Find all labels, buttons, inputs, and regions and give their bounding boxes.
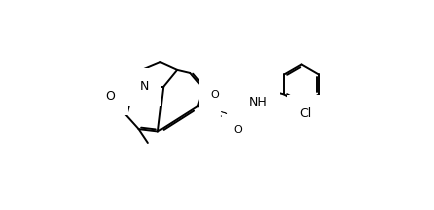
Text: O: O [105,89,115,102]
Text: N: N [139,80,148,93]
Text: O: O [233,125,242,135]
Text: O: O [210,90,219,100]
Text: Cl: Cl [299,107,311,120]
Text: NH: NH [248,96,267,109]
Text: S: S [219,107,227,120]
